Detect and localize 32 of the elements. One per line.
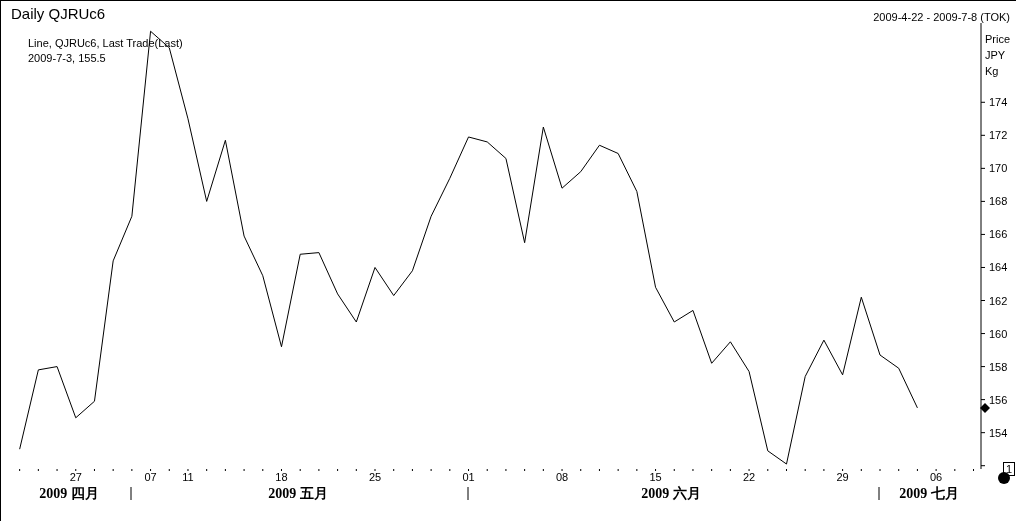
y-tick-label: 170 [989,162,1008,175]
y-tick-label: 160 [989,327,1008,340]
text: 2009 七月 [899,485,959,503]
y-tick-label: 154 [989,426,1008,439]
y-tick-label: 172 [989,129,1008,142]
y-axis-title: Price JPY Kg [985,32,1011,79]
x-tick-label: 01 [462,470,475,483]
chart-title: Daily QJRUc6 [11,5,106,22]
x-tick-label: 27 [69,470,82,483]
chart-subtitle: 2009-4-22 - 2009-7-8 (TOK) [873,11,1010,23]
x-tick-label: 08 [555,470,569,483]
y-tick-label: 166 [989,228,1008,241]
text: 1 [1003,462,1016,476]
y-tick-label: 158 [989,360,1008,373]
y-tick-label: 168 [989,195,1008,208]
x-tick-label: 29 [836,470,849,483]
text: 2009 四月 [39,485,99,503]
x-tick-label: 15 [649,470,662,483]
y-tick-label: 162 [989,294,1008,307]
x-tick-label: 06 [929,470,943,483]
text: 2009 五月 [268,485,328,503]
line-series [19,30,918,465]
x-tick-label: 25 [368,470,382,483]
annotation: 2009-7-3, 155.5 [28,52,106,64]
x-tick-label: 07 [144,470,157,483]
text: 2009 六月 [641,485,701,503]
x-tick-label: 22 [742,470,756,483]
y-tick-label: 174 [989,96,1008,109]
x-tick-label: 11 [182,470,194,483]
y-tick-label: 156 [989,393,1008,406]
x-tick-label: 18 [275,470,288,483]
y-tick-label: 164 [989,261,1008,274]
